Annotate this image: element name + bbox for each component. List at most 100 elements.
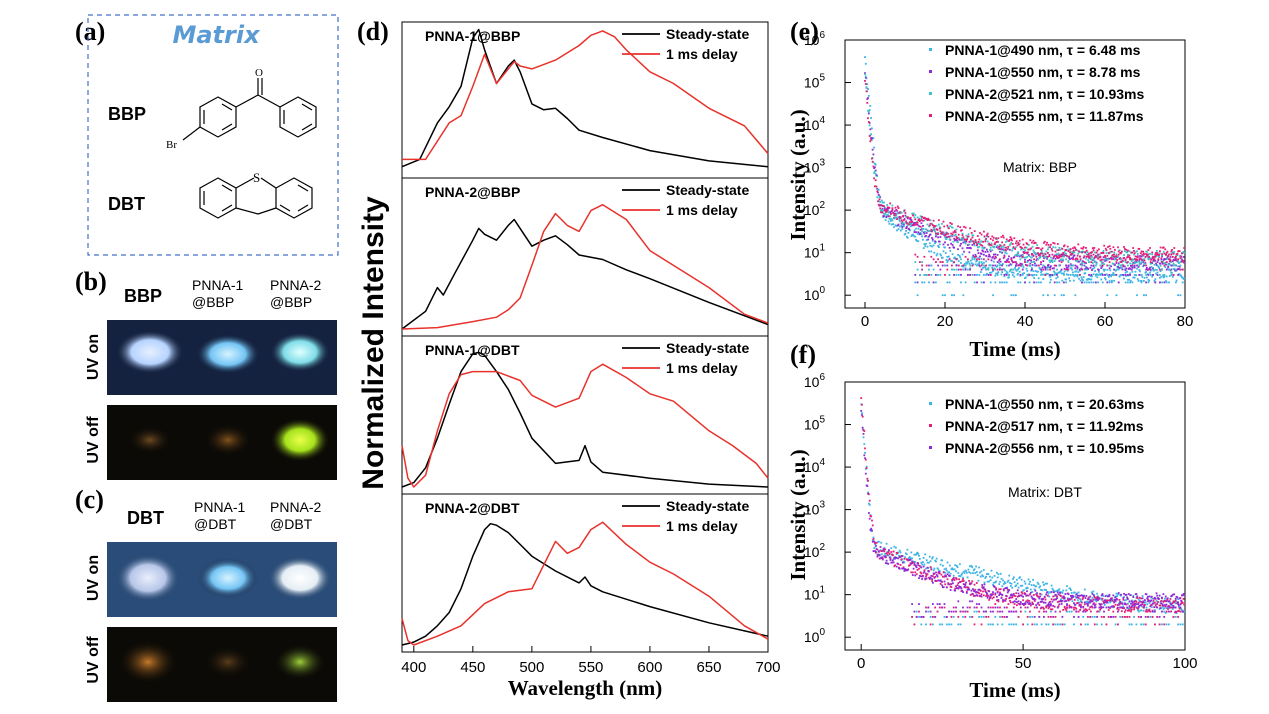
data-point xyxy=(1113,600,1115,603)
data-point xyxy=(1110,256,1112,259)
data-point xyxy=(1025,246,1028,249)
data-point xyxy=(1127,256,1130,258)
data-point xyxy=(1145,606,1148,609)
data-point xyxy=(1133,264,1136,267)
data-point xyxy=(1086,251,1089,254)
data-point xyxy=(1017,602,1020,605)
data-point xyxy=(1040,270,1043,272)
data-point xyxy=(965,261,968,264)
data-point xyxy=(1143,264,1145,267)
data-point xyxy=(968,580,970,582)
data-point xyxy=(1007,579,1010,582)
data-point xyxy=(925,572,927,575)
data-point xyxy=(1031,603,1034,605)
data-point xyxy=(864,72,866,74)
data-point xyxy=(1056,268,1058,271)
data-point xyxy=(986,234,988,236)
data-point xyxy=(932,281,935,284)
data-point xyxy=(915,566,918,569)
data-point xyxy=(1098,271,1100,273)
data-point xyxy=(1040,261,1042,263)
data-point xyxy=(1112,272,1115,274)
data-point xyxy=(1161,255,1163,258)
data-point xyxy=(1088,281,1090,284)
data-point xyxy=(895,565,898,568)
data-point xyxy=(1114,603,1117,606)
data-point xyxy=(893,212,895,215)
data-point xyxy=(1017,616,1020,618)
header-bbp: BBP xyxy=(124,286,162,306)
data-point xyxy=(891,559,894,562)
data-point xyxy=(1082,610,1085,613)
data-point xyxy=(953,579,956,581)
data-point xyxy=(926,223,929,226)
data-point xyxy=(1003,254,1006,257)
data-point xyxy=(1047,244,1050,246)
data-point xyxy=(926,245,929,248)
data-point xyxy=(956,566,959,569)
data-point xyxy=(1067,260,1070,262)
data-point xyxy=(910,551,913,554)
data-point xyxy=(959,623,962,626)
data-point xyxy=(887,214,889,216)
data-point xyxy=(1021,254,1024,257)
data-point xyxy=(928,224,931,227)
data-point xyxy=(1164,604,1166,606)
y-axis-label-f: Intensity (a.u.) xyxy=(786,449,810,580)
data-point xyxy=(1059,271,1061,273)
data-point xyxy=(1017,251,1019,254)
data-point xyxy=(1079,598,1081,600)
data-point xyxy=(1072,264,1074,267)
data-point xyxy=(1080,276,1083,279)
data-point xyxy=(1063,267,1066,270)
data-point xyxy=(996,606,999,609)
y-tick-label: 106 xyxy=(804,372,826,390)
data-point xyxy=(871,529,873,532)
data-point xyxy=(976,249,979,252)
data-point xyxy=(968,588,970,591)
data-point xyxy=(1090,605,1093,608)
data-point xyxy=(928,274,930,276)
subplot-title: PNNA-2@DBT xyxy=(425,500,520,516)
data-point xyxy=(970,238,972,241)
data-point xyxy=(1117,281,1120,284)
data-point xyxy=(1088,254,1091,257)
data-point xyxy=(1112,246,1115,249)
sample-pnna2-dbt-uv-off xyxy=(274,644,326,680)
data-point xyxy=(1010,258,1013,261)
data-point xyxy=(1149,268,1152,271)
data-point xyxy=(991,597,994,600)
data-point xyxy=(1140,250,1143,253)
data-point xyxy=(1000,577,1003,580)
data-point xyxy=(996,261,999,263)
data-point xyxy=(1100,260,1103,263)
data-point xyxy=(1123,265,1126,268)
data-point xyxy=(1068,606,1071,609)
data-point xyxy=(980,616,983,618)
data-point xyxy=(1126,251,1128,253)
data-point xyxy=(1006,240,1009,242)
data-point xyxy=(941,264,944,267)
data-point xyxy=(1051,259,1054,262)
data-point xyxy=(915,610,918,613)
data-point xyxy=(1090,281,1093,284)
data-point xyxy=(989,274,992,276)
data-point xyxy=(1170,274,1173,276)
data-point xyxy=(1063,251,1066,253)
data-point xyxy=(1114,264,1116,266)
data-point xyxy=(1078,603,1081,606)
data-point xyxy=(1049,246,1051,248)
data-point xyxy=(996,571,998,574)
data-point xyxy=(1050,265,1052,268)
data-point xyxy=(1161,281,1163,284)
data-point xyxy=(1046,241,1048,244)
column-label-pnna1-dbt: PNNA-1 @DBT xyxy=(194,499,249,532)
data-point xyxy=(1174,616,1177,618)
data-point xyxy=(1111,255,1113,257)
data-point xyxy=(990,569,993,572)
data-point xyxy=(985,264,987,267)
y-tick-label: 104 xyxy=(804,115,826,133)
data-point xyxy=(943,580,946,583)
data-point xyxy=(1167,623,1170,626)
data-point xyxy=(1095,281,1097,284)
